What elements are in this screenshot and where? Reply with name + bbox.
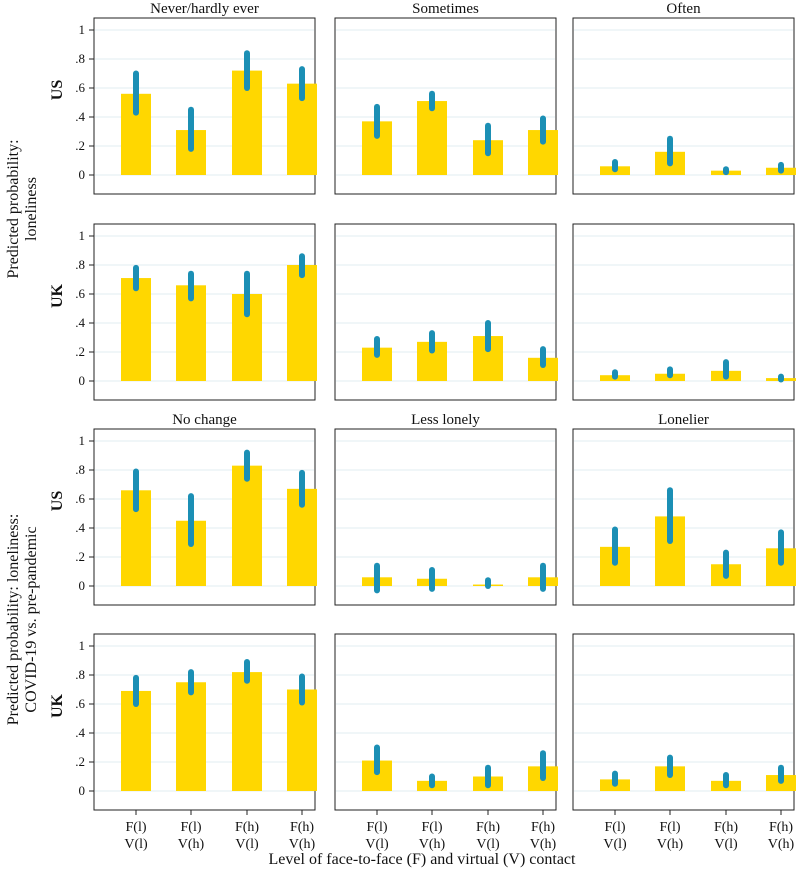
x-tick-label-line1: F(h) bbox=[531, 820, 555, 835]
x-tick-label-line2: V(l) bbox=[124, 837, 148, 852]
facet-title-lonelier: Lonelier bbox=[658, 412, 709, 428]
x-tick-label-line2: V(h) bbox=[419, 837, 446, 852]
x-tick-label-line2: V(l) bbox=[365, 837, 389, 852]
x-tick-label-line2: V(l) bbox=[603, 837, 627, 852]
facet-title-sometimes: Sometimes bbox=[412, 1, 479, 17]
x-tick-label-line1: F(l) bbox=[660, 820, 681, 835]
panel-frame-uk-2 bbox=[572, 223, 795, 401]
x-tick-label-line2: V(h) bbox=[530, 837, 557, 852]
y-tick-label: .4 bbox=[75, 315, 85, 330]
x-tick-label-line1: F(h) bbox=[235, 820, 259, 835]
y-tick-label: .2 bbox=[75, 344, 85, 359]
y-tick-label: .2 bbox=[75, 754, 85, 769]
y-tick-label: .4 bbox=[75, 109, 85, 124]
x-tick-label-line2: V(l) bbox=[235, 837, 259, 852]
y-tick-label: 1 bbox=[79, 433, 86, 448]
x-tick-label-line1: F(l) bbox=[367, 820, 388, 835]
x-tick-label-line1: F(h) bbox=[290, 820, 314, 835]
x-tick-label-line2: V(h) bbox=[289, 837, 316, 852]
y-tick-label: .8 bbox=[75, 257, 85, 272]
row-label-uk: UK bbox=[49, 693, 66, 718]
bar-uk-sometimes-3 bbox=[528, 357, 558, 381]
x-axis-title: Level of face-to-face (F) and virtual (V… bbox=[269, 851, 577, 868]
y-axis-title-line-2: loneliness bbox=[23, 177, 40, 241]
y-tick-label: .6 bbox=[75, 491, 85, 506]
y-tick-label: .2 bbox=[75, 549, 85, 564]
y-tick-label: .4 bbox=[75, 725, 85, 740]
bar-uk-no-change-3 bbox=[287, 689, 317, 791]
x-tick-label-line2: V(l) bbox=[476, 837, 500, 852]
y-tick-label: .6 bbox=[75, 80, 85, 95]
y-tick-label: 1 bbox=[79, 22, 86, 37]
bar-uk-no-change-0 bbox=[121, 690, 151, 791]
x-tick-label-line2: V(h) bbox=[657, 837, 684, 852]
facet-title-no-change: No change bbox=[172, 412, 237, 428]
panel-frame-us-1 bbox=[334, 428, 557, 606]
y-tick-label: .6 bbox=[75, 696, 85, 711]
row-label-uk: UK bbox=[49, 283, 66, 308]
y-tick-label: .6 bbox=[75, 286, 85, 301]
bar-uk-never-hardly-ever-0 bbox=[121, 278, 151, 381]
y-tick-label: .8 bbox=[75, 51, 85, 66]
x-tick-label-line1: F(l) bbox=[422, 820, 443, 835]
y-tick-label: .2 bbox=[75, 138, 85, 153]
bar-uk-never-hardly-ever-3 bbox=[287, 265, 317, 381]
row-label-us: US bbox=[49, 80, 66, 101]
y-tick-label: 1 bbox=[79, 228, 86, 243]
y-tick-label: .4 bbox=[75, 520, 85, 535]
bar-uk-no-change-2 bbox=[232, 672, 262, 791]
facet-title-less-lonely: Less lonely bbox=[411, 412, 480, 428]
x-tick-label-line1: F(l) bbox=[605, 820, 626, 835]
x-tick-label-line1: F(h) bbox=[769, 820, 793, 835]
x-tick-label-line1: F(l) bbox=[126, 820, 147, 835]
bar-us-sometimes-1 bbox=[417, 101, 447, 175]
y-axis-title-line-1: Predicted probability: loneliness: bbox=[5, 514, 22, 726]
y-axis-title-line-2: COVID-19 vs. pre-pandemic bbox=[23, 526, 40, 712]
x-tick-label-line2: V(l) bbox=[714, 837, 738, 852]
y-tick-label: 0 bbox=[79, 783, 86, 798]
bar-us-no-change-2 bbox=[232, 465, 262, 586]
x-tick-label-line2: V(h) bbox=[178, 837, 205, 852]
figure-root: Never/hardly ever Sometimes Often Predicted… bbox=[5, 1, 796, 868]
x-tick-label-line1: F(h) bbox=[476, 820, 500, 835]
y-tick-label: 1 bbox=[79, 638, 86, 653]
y-tick-label: .8 bbox=[75, 462, 85, 477]
x-tick-label-line1: F(l) bbox=[181, 820, 202, 835]
facet-title-often: Often bbox=[666, 1, 701, 17]
row-label-us: US bbox=[49, 491, 66, 512]
y-axis-title-line-1: Predicted probability: bbox=[5, 139, 22, 278]
bar-uk-no-change-1 bbox=[176, 682, 206, 791]
x-tick-label-line2: V(h) bbox=[768, 837, 795, 852]
y-tick-label: 0 bbox=[79, 373, 86, 388]
y-tick-label: 0 bbox=[79, 167, 86, 182]
x-tick-label-line1: F(h) bbox=[714, 820, 738, 835]
y-tick-label: .8 bbox=[75, 667, 85, 682]
y-tick-label: 0 bbox=[79, 578, 86, 593]
facet-title-never-hardly-ever: Never/hardly ever bbox=[150, 1, 259, 17]
